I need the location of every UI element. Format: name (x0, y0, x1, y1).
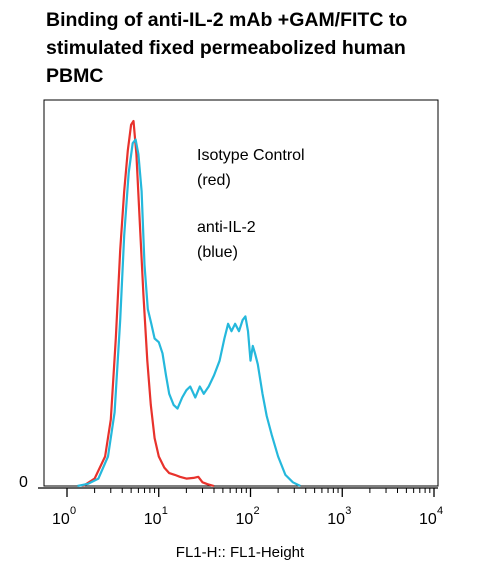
series-layer (77, 119, 301, 488)
plot-frame (43, 99, 439, 487)
y-tick-label-zero: 0 (19, 474, 28, 491)
x-tick-exponent-3: 3 (345, 505, 351, 517)
chart-title-line-2: stimulated fixed permeabolized human (46, 37, 406, 59)
annotation-isotype-line-1: Isotype Control (197, 147, 305, 164)
annotation-antibody-line-1: anti-IL-2 (197, 219, 256, 236)
x-tick-label-2: 10 (236, 511, 254, 528)
x-tick-label-1: 10 (144, 511, 162, 528)
series-line-0 (82, 119, 215, 488)
annotation-isotype-line-2: (red) (197, 172, 231, 189)
x-tick-exponent-1: 1 (162, 505, 168, 517)
chart-title: Binding of anti-IL-2 mAb +GAM/FITC to st… (46, 6, 496, 90)
x-axis-label: FL1-H:: FL1-Height (176, 544, 305, 561)
annotation-antibody-line-2: (blue) (197, 244, 238, 261)
x-axis: 10 0 10 1 10 2 10 3 10 4 (38, 487, 443, 528)
chart-title-line-1: Binding of anti-IL-2 mAb +GAM/FITC to (46, 9, 408, 31)
x-tick-exponent-2: 2 (254, 505, 260, 517)
x-tick-label-0: 10 (52, 511, 70, 528)
series-line-1 (77, 138, 301, 488)
chart-title-line-3: PBMC (46, 65, 104, 87)
x-tick-label-4: 10 (419, 511, 437, 528)
x-tick-exponent-4: 4 (437, 505, 443, 517)
x-tick-label-3: 10 (327, 511, 345, 528)
x-tick-exponent-0: 0 (70, 505, 76, 517)
